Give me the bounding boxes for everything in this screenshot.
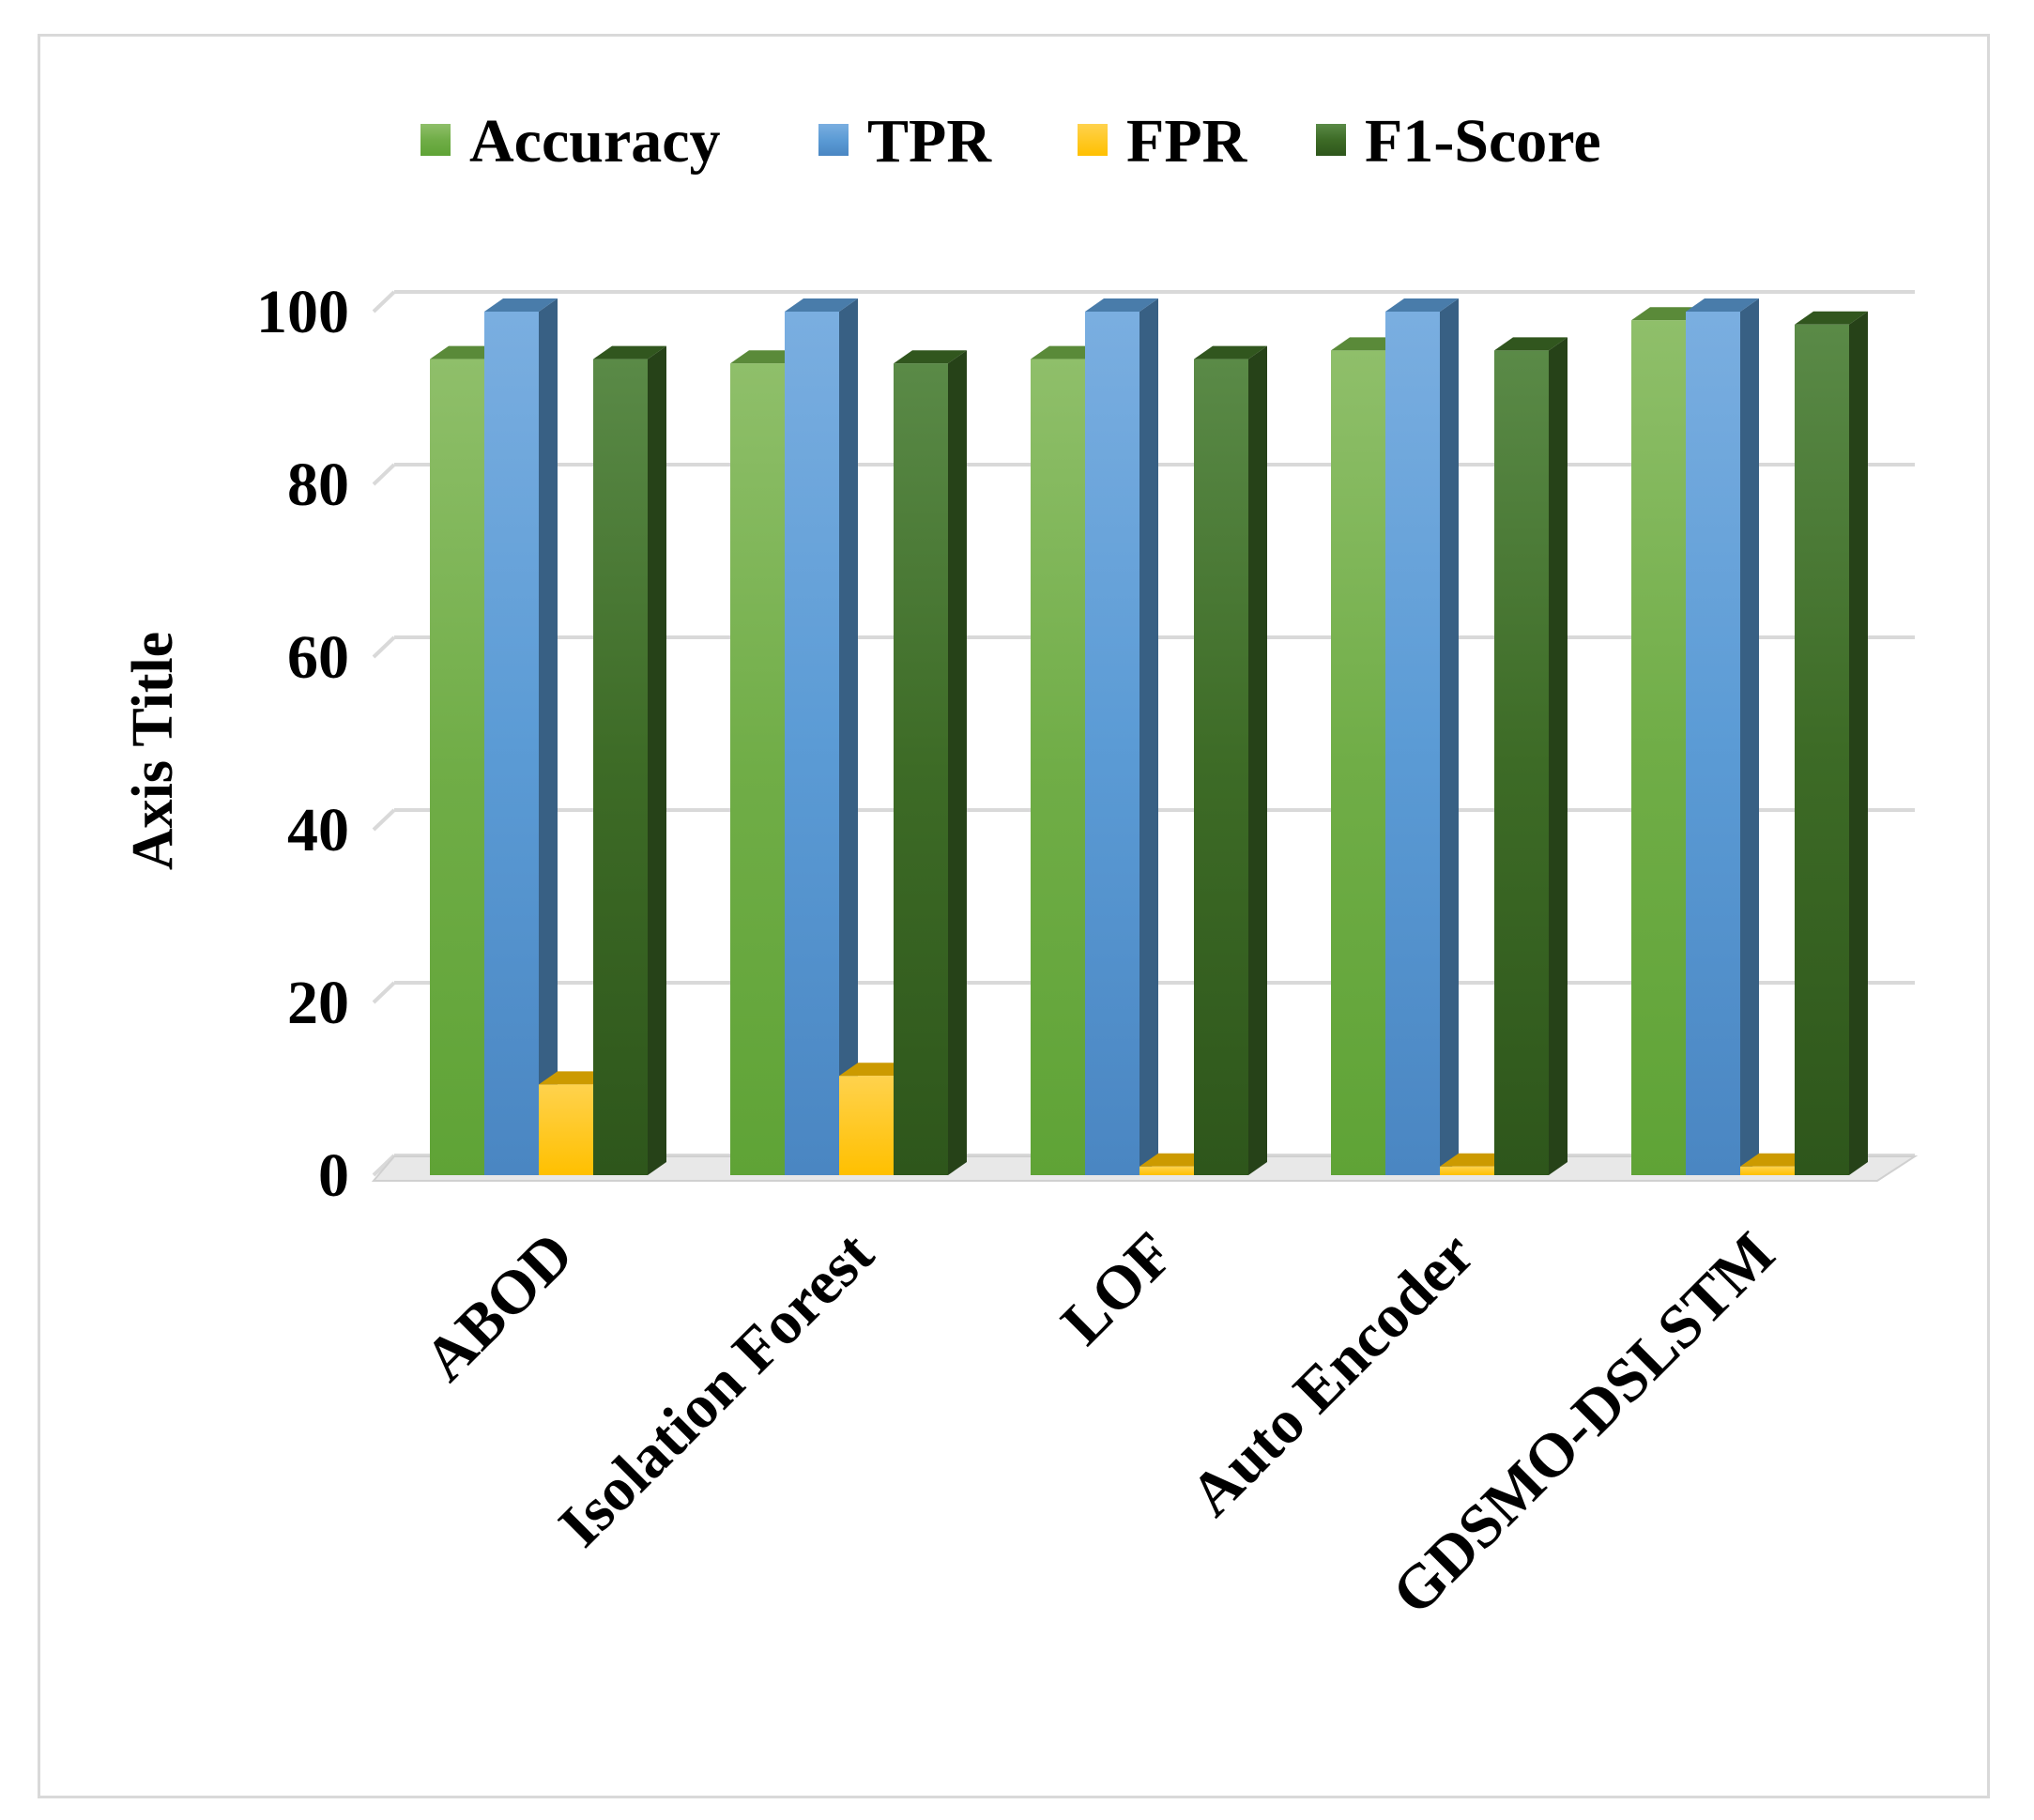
x-category-label: LOF (1048, 1219, 1187, 1358)
bar-front (1795, 324, 1849, 1175)
y-axis-title: Axis Title (121, 632, 185, 870)
gridline-depth (372, 808, 396, 832)
bar-side (1440, 298, 1459, 1175)
bar-top (1494, 337, 1568, 351)
gridline-depth (372, 981, 396, 1004)
bar-side (1740, 298, 1759, 1175)
bar-front (1139, 1166, 1194, 1175)
bar-tpr-1 (785, 298, 858, 1175)
legend-label: FPR (1126, 107, 1248, 176)
y-tick-label: 40 (287, 796, 349, 864)
bar-top (894, 350, 967, 364)
bar-top (1385, 298, 1459, 312)
bar-tpr-2 (1085, 298, 1158, 1175)
bar-top (1795, 311, 1868, 325)
bar-side (1139, 298, 1158, 1175)
x-category-label: Auto Encoder (1177, 1219, 1487, 1529)
y-tick-label: 100 (256, 278, 349, 346)
bar-side (839, 298, 858, 1175)
legend-swatch (818, 124, 849, 156)
bar-side (1849, 311, 1868, 1175)
gridline-depth (372, 1154, 396, 1177)
bar-top (785, 298, 858, 312)
legend-item-tpr: TPR (818, 107, 992, 176)
bar-front (539, 1084, 593, 1175)
legend-label: Accuracy (469, 107, 721, 176)
bar-front (1085, 312, 1139, 1175)
x-category-label: Isolation Forest (545, 1219, 886, 1560)
bar-f1-score-3 (1494, 337, 1568, 1175)
legend-swatch (421, 124, 451, 156)
y-tick-label: 0 (318, 1141, 349, 1210)
bar-f1-score-4 (1795, 311, 1868, 1175)
bar-tpr-3 (1385, 298, 1459, 1175)
bar-tpr-0 (484, 298, 558, 1175)
legend-swatch (1316, 124, 1346, 156)
bar-front (1031, 359, 1085, 1176)
bar-front (1440, 1166, 1494, 1175)
legend-label: TPR (867, 107, 992, 176)
bar-front (785, 312, 839, 1175)
bar-front (1385, 312, 1440, 1175)
legend-label: F1-Score (1365, 107, 1601, 176)
y-tick-label: 20 (287, 969, 349, 1037)
bar-front (730, 363, 785, 1175)
bar-side (648, 345, 666, 1176)
x-category-label: ABOD (411, 1219, 586, 1394)
bars (430, 298, 1868, 1176)
legend-item-fpr: FPR (1078, 107, 1248, 176)
bar-tpr-4 (1686, 298, 1759, 1175)
bar-front (839, 1076, 894, 1175)
y-tick-labels: 0 20 40 60 80 100 (256, 278, 349, 1210)
bar-side (1549, 337, 1568, 1175)
bar-top (1085, 298, 1158, 312)
legend-item-accuracy: Accuracy (421, 107, 721, 176)
bar-front (1194, 359, 1248, 1176)
bar-front (1331, 350, 1385, 1175)
legend-swatch (1078, 124, 1108, 156)
gridline-depth (372, 463, 396, 486)
bar-side (1248, 345, 1267, 1176)
bar-front (593, 359, 648, 1176)
bar-top (1686, 298, 1759, 312)
bar-f1-score-0 (593, 345, 666, 1176)
bar-top (1194, 345, 1267, 359)
bar-front (1686, 312, 1740, 1175)
gridline-depth (372, 290, 396, 314)
bar-top (484, 298, 558, 312)
gridline-depth (372, 635, 396, 659)
bar-side (948, 350, 967, 1175)
y-tick-label: 60 (287, 623, 349, 692)
legend-item-f1-score: F1-Score (1316, 107, 1601, 176)
bar-top (593, 345, 666, 359)
y-tick-label: 80 (287, 451, 349, 519)
bar-front (894, 363, 948, 1175)
bar-front (430, 359, 484, 1176)
bar-front (1631, 320, 1686, 1175)
bar-f1-score-2 (1194, 345, 1267, 1176)
bar-front (1740, 1166, 1795, 1175)
bar-side (539, 298, 558, 1175)
bar-front (1494, 350, 1549, 1175)
bar-front (484, 312, 539, 1175)
legend: Accuracy TPR FPR F1-Score (421, 107, 1601, 176)
bar-f1-score-1 (894, 350, 967, 1175)
